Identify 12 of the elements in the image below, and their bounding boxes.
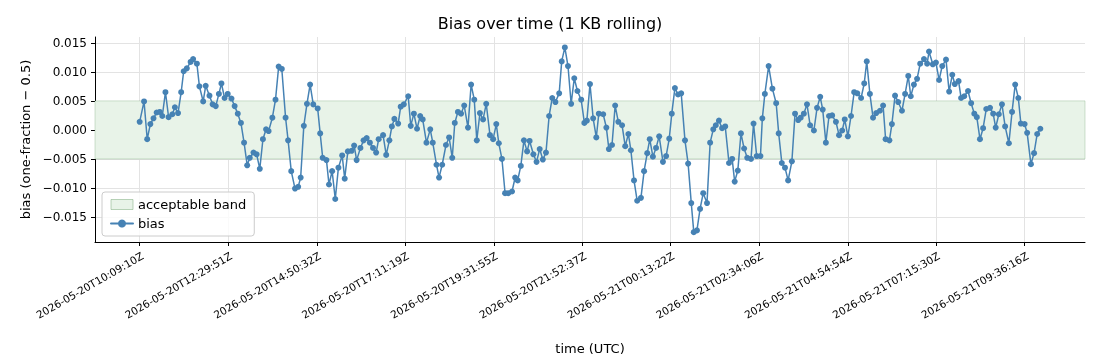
x-axis-title: time (UTC) <box>555 341 625 356</box>
y-tick-label: −0.015 <box>42 210 87 225</box>
legend-label: acceptable band <box>138 197 247 212</box>
y-tick-label: −0.010 <box>42 180 87 195</box>
legend-label: bias <box>138 216 165 231</box>
y-tick-label: 0.010 <box>52 64 87 79</box>
y-tick-label: 0.005 <box>52 93 87 108</box>
chart-title: Bias over time (1 KB rolling) <box>437 13 663 33</box>
y-tick-label: 0.015 <box>52 35 87 50</box>
y-axis-title: bias (one-fraction − 0.5) <box>17 59 33 220</box>
y-tick-label: −0.005 <box>42 151 87 166</box>
y-tick-label: 0.000 <box>52 122 87 137</box>
